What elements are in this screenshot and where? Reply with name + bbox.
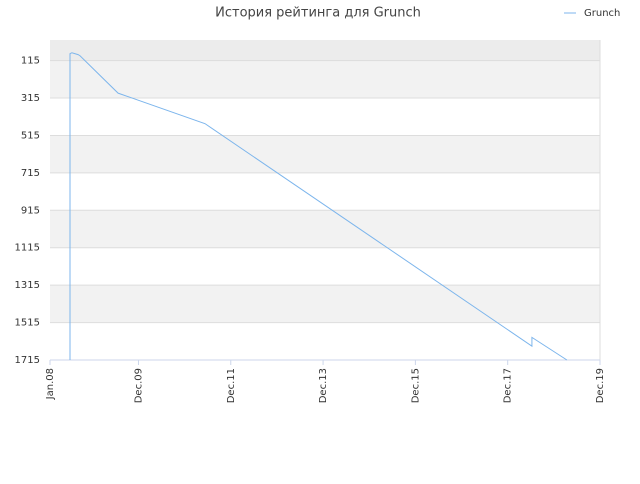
y-tick-label: 515	[21, 130, 40, 141]
series-line	[69, 52, 568, 361]
y-tick-label: 1115	[15, 243, 40, 254]
y-tick-label: 115	[21, 56, 40, 67]
x-tick-label: Dec.09	[133, 368, 144, 403]
x-tick-label: Dec.19	[595, 368, 606, 403]
plot-band	[50, 135, 600, 173]
y-tick-label: 715	[21, 168, 40, 179]
x-tick-label: Dec.17	[503, 368, 514, 403]
x-tick-label: Dec.11	[226, 368, 237, 403]
y-tick-label: 315	[21, 93, 40, 104]
x-tick-label: Jan.08	[45, 368, 56, 400]
plot-band	[50, 210, 600, 248]
y-tick-label: 1315	[15, 280, 40, 291]
x-tick-label: Dec.13	[318, 368, 329, 403]
plot-top-band	[50, 40, 600, 61]
legend-label[interactable]: Grunch	[584, 8, 620, 19]
plot-band	[50, 285, 600, 323]
x-tick-label: Dec.15	[410, 368, 421, 403]
y-tick-label: 1715	[15, 355, 40, 366]
chart-title: История рейтинга для Grunch	[215, 6, 421, 21]
y-tick-label: 1515	[15, 318, 40, 329]
y-tick-label: 915	[21, 205, 40, 216]
plot-band	[50, 60, 600, 99]
